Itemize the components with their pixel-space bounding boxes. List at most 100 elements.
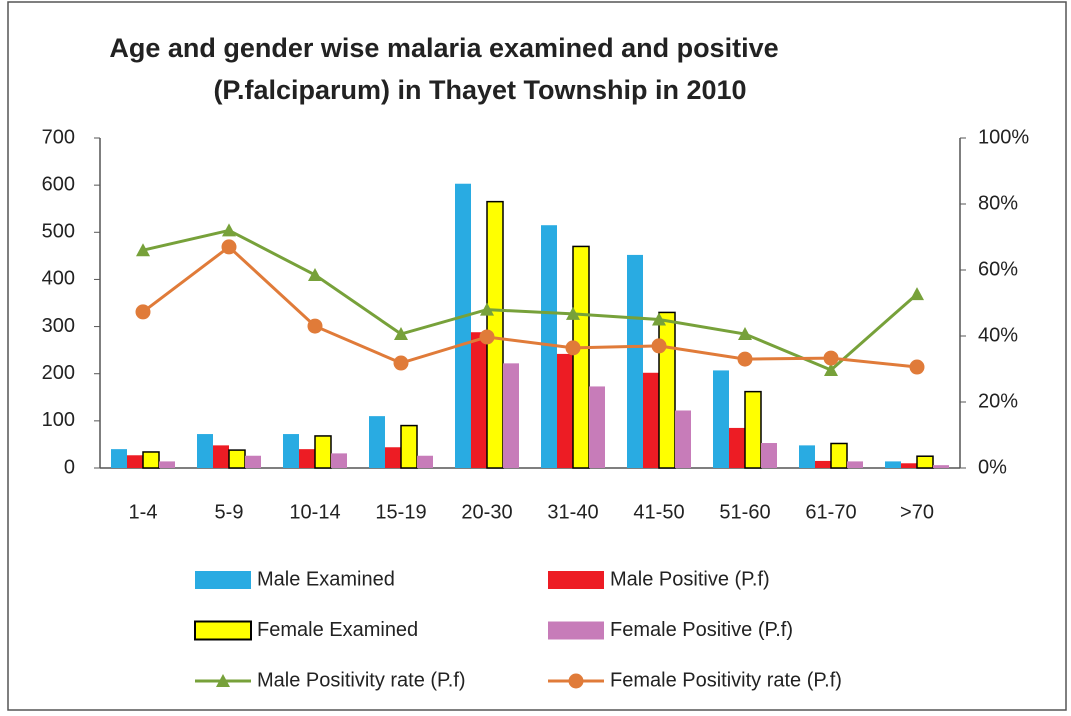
x-tick-label: 61-70	[805, 501, 856, 523]
bar	[245, 455, 261, 468]
line-marker	[910, 287, 924, 301]
bar	[815, 460, 831, 468]
line-marker	[307, 318, 323, 334]
bar	[885, 461, 901, 468]
bar	[643, 372, 659, 468]
bar	[658, 311, 676, 469]
x-tick-label: 20-30	[461, 501, 512, 523]
chart-border	[7, 1, 1067, 711]
line-marker	[222, 223, 236, 237]
legend-marker	[568, 673, 584, 689]
y-tick-label: 100	[42, 409, 75, 431]
bar	[331, 453, 347, 468]
bar	[830, 442, 848, 469]
bar	[627, 254, 643, 468]
bar	[283, 434, 299, 468]
bar	[299, 449, 315, 468]
line-marker	[823, 350, 839, 366]
line-marker	[308, 267, 322, 281]
bar	[675, 410, 691, 468]
bar	[417, 455, 433, 468]
line-marker	[651, 338, 667, 354]
line-marker	[479, 329, 495, 345]
chart-title: (P.falciparum) in Thayet Township in 201…	[213, 75, 746, 105]
bar	[385, 447, 401, 468]
bar	[901, 463, 917, 468]
bar	[400, 424, 418, 469]
legend-label: Male Examined	[257, 568, 395, 590]
line	[142, 228, 918, 372]
y2-tick-label: 60%	[978, 258, 1018, 280]
bar	[159, 461, 175, 468]
bar	[799, 445, 815, 468]
bar	[369, 416, 385, 468]
x-tick-label: 41-50	[633, 501, 684, 523]
bar	[572, 245, 590, 469]
y-tick-label: 400	[42, 268, 75, 290]
bar	[541, 225, 557, 468]
legend-label: Female Positivity rate (P.f)	[610, 669, 842, 691]
x-tick-label: 15-19	[375, 501, 426, 523]
bar	[127, 455, 143, 468]
bar	[142, 451, 160, 469]
bar	[847, 461, 863, 468]
line	[142, 244, 918, 369]
x-tick-label: 10-14	[289, 501, 340, 523]
y2-tick-label: 40%	[978, 324, 1018, 346]
bar	[228, 449, 246, 469]
bar	[557, 353, 573, 468]
bar	[503, 363, 519, 468]
bar	[197, 434, 213, 468]
line-marker	[135, 304, 151, 320]
line-marker	[909, 359, 925, 375]
legend-label: Male Positivity rate (P.f)	[257, 669, 466, 691]
line-marker	[393, 355, 409, 371]
line-marker	[738, 327, 752, 341]
y-tick-label: 200	[42, 362, 75, 384]
x-tick-label: 1-4	[129, 501, 158, 523]
legend-label: Female Examined	[257, 619, 418, 641]
line-marker	[652, 312, 666, 326]
bar	[314, 435, 332, 469]
y-tick-label: 700	[42, 126, 75, 148]
line-marker	[480, 302, 494, 316]
y2-tick-label: 20%	[978, 390, 1018, 412]
line-marker	[566, 306, 580, 320]
x-tick-label: 31-40	[547, 501, 598, 523]
legend-swatch	[194, 620, 252, 641]
bar	[455, 183, 471, 468]
chart-title: Age and gender wise malaria examined and…	[109, 33, 778, 63]
line-marker	[394, 327, 408, 341]
y-tick-label: 300	[42, 315, 75, 337]
x-tick-label: 51-60	[719, 501, 770, 523]
bar	[213, 445, 229, 468]
legend-swatch	[548, 621, 604, 640]
legend-label: Male Positive (P.f)	[610, 568, 770, 590]
bar	[471, 332, 487, 468]
bar	[744, 390, 762, 469]
y2-tick-label: 80%	[978, 192, 1018, 214]
legend-marker	[216, 674, 230, 687]
legend-label: Female Positive (P.f)	[610, 619, 793, 641]
legend-swatch	[548, 571, 604, 589]
x-tick-label: 5-9	[215, 501, 244, 523]
bar	[916, 455, 934, 469]
line-marker	[737, 351, 753, 367]
line-marker	[565, 340, 581, 356]
line-marker	[136, 243, 150, 257]
legend-swatch	[195, 571, 251, 589]
bar	[729, 427, 745, 468]
line-marker	[221, 239, 237, 255]
y2-tick-label: 0%	[978, 456, 1007, 478]
y2-tick-label: 100%	[978, 126, 1029, 148]
bar	[933, 465, 949, 468]
bar	[589, 386, 605, 468]
bar	[761, 443, 777, 468]
y-tick-label: 0	[64, 456, 75, 478]
y-tick-label: 600	[42, 173, 75, 195]
bar	[713, 370, 729, 468]
line-marker	[824, 362, 838, 376]
x-tick-label: >70	[900, 501, 934, 523]
bar	[111, 449, 127, 468]
